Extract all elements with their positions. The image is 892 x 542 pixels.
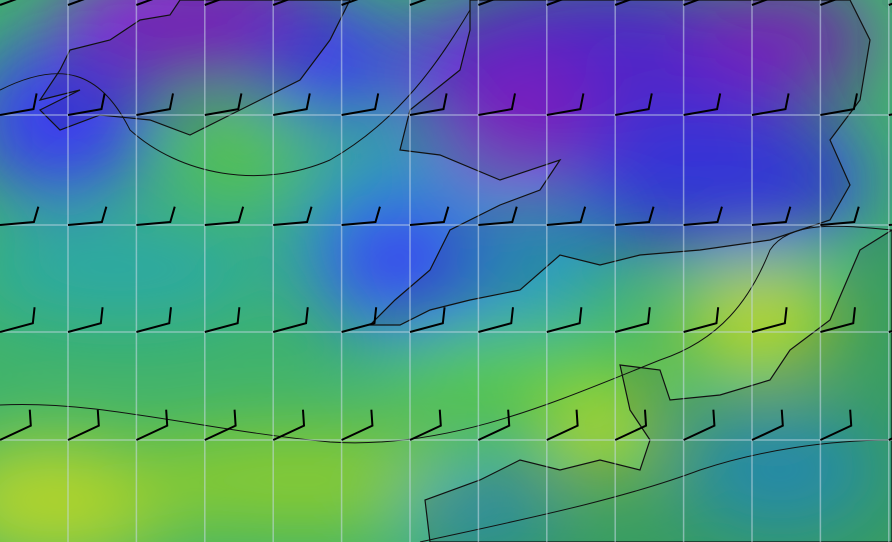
wind-barb (204, 93, 243, 116)
wind-barb (751, 0, 769, 6)
england-coast (368, 0, 871, 326)
wind-barb (67, 93, 106, 116)
wind-barb (614, 307, 651, 333)
wind-barb (615, 206, 655, 226)
wind-barb (204, 206, 245, 226)
isobar (419, 439, 892, 542)
wind-barb (546, 0, 564, 6)
wind-barb (751, 93, 790, 116)
wind-barb (272, 0, 290, 6)
wind-barb (409, 409, 442, 441)
wind-barb (409, 93, 448, 116)
wind-barb (478, 206, 518, 226)
wind-barb (751, 206, 792, 226)
wind-barb (136, 206, 176, 226)
wind-barb (683, 206, 723, 226)
wind-barb (67, 0, 85, 6)
wind-barb (341, 307, 378, 333)
isobars (0, 9, 892, 542)
wind-barb (0, 206, 40, 226)
wind-barb (273, 206, 313, 226)
wind-barb (683, 93, 722, 116)
wind-barb (614, 409, 648, 441)
wind-barb (546, 206, 587, 226)
wind-barb (0, 0, 17, 6)
wind-barb (683, 0, 701, 6)
wind-barb (819, 409, 853, 441)
wind-barb (478, 307, 514, 333)
wind-barb (478, 93, 516, 116)
wind-barb (409, 206, 450, 226)
wind-barb (615, 93, 653, 116)
wind-barb (477, 409, 511, 441)
wind-barb (409, 307, 446, 333)
wind-barb (820, 0, 838, 6)
wind-barb (409, 0, 427, 6)
wind-barb (0, 409, 32, 441)
wind-barb (136, 307, 172, 333)
wind-barb (751, 409, 784, 441)
wind-barb (0, 307, 36, 333)
wind-barb (135, 409, 169, 441)
wind-barb (478, 0, 496, 6)
wind-barb (341, 0, 359, 6)
isobar (0, 9, 471, 177)
wind-barb (683, 409, 716, 441)
wind-barb (67, 307, 104, 333)
wind-barb (341, 409, 374, 441)
wind-barb (820, 93, 858, 116)
wind-barb (546, 307, 583, 333)
isobar (0, 225, 892, 444)
wind-barb (341, 93, 380, 116)
wind-barb (67, 206, 108, 226)
wind-barb (751, 307, 788, 333)
wind-barb (204, 307, 241, 333)
wind-barb (272, 409, 306, 441)
wind-barb (204, 0, 222, 6)
wind-barb (204, 409, 237, 441)
wind-barb (272, 307, 309, 333)
france-coast (424, 229, 892, 542)
wind-barb (614, 0, 632, 6)
wind-barb (820, 307, 856, 333)
wind-barb (683, 307, 720, 333)
wind-barb (273, 93, 311, 116)
wind-barb (546, 409, 579, 441)
wind-barb (136, 0, 154, 6)
wind-barbs (0, 0, 892, 441)
wind-barb (546, 93, 585, 116)
wind-barb (341, 206, 381, 226)
wind-barb (820, 206, 860, 226)
wind-barb (136, 93, 174, 116)
wind-barb (0, 93, 38, 116)
wind-barb (67, 409, 100, 441)
